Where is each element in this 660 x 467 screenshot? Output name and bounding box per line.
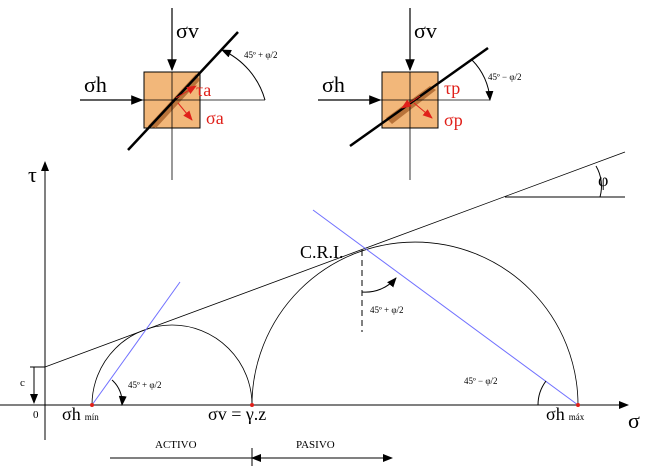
label: φ bbox=[598, 170, 608, 190]
text: máx bbox=[569, 412, 585, 422]
point bbox=[90, 403, 94, 407]
label: σa bbox=[206, 108, 224, 128]
axis-label: τ bbox=[28, 162, 37, 187]
label: σv bbox=[414, 18, 437, 43]
mohr-diagram: σv σh τa σa 45º + φ/2 σv σh τp σp 45º − … bbox=[0, 0, 660, 467]
label: σv bbox=[176, 18, 199, 43]
left-element bbox=[80, 8, 265, 180]
label: σp bbox=[444, 110, 463, 130]
axis-label: σ bbox=[628, 408, 640, 433]
label: 45º + φ/2 bbox=[370, 305, 404, 315]
label: σh bbox=[84, 72, 107, 97]
zone-label: ACTIVO bbox=[155, 439, 197, 451]
label: 45º − φ/2 bbox=[464, 376, 498, 386]
label: C.R.I. bbox=[300, 242, 344, 262]
angle-arc bbox=[112, 380, 122, 405]
label: σh bbox=[322, 72, 345, 97]
zone-label: PASIVO bbox=[296, 439, 335, 451]
label: τp bbox=[444, 78, 460, 98]
label: 0 bbox=[33, 409, 39, 421]
angle-arc bbox=[538, 381, 546, 405]
point bbox=[576, 403, 580, 407]
passive-circle bbox=[252, 242, 578, 405]
label: 45º + φ/2 bbox=[244, 50, 278, 60]
label: τa bbox=[196, 80, 211, 100]
label: 45º + φ/2 bbox=[128, 380, 162, 390]
label: σv = γ.z bbox=[208, 404, 266, 424]
angle-arc bbox=[362, 278, 396, 292]
label: c bbox=[20, 377, 25, 389]
text: σh bbox=[62, 404, 81, 424]
passive-plane bbox=[313, 210, 578, 405]
text: σh bbox=[546, 404, 565, 424]
text: mín bbox=[85, 412, 100, 422]
label: 45º − φ/2 bbox=[488, 72, 522, 82]
active-circle bbox=[92, 325, 252, 405]
